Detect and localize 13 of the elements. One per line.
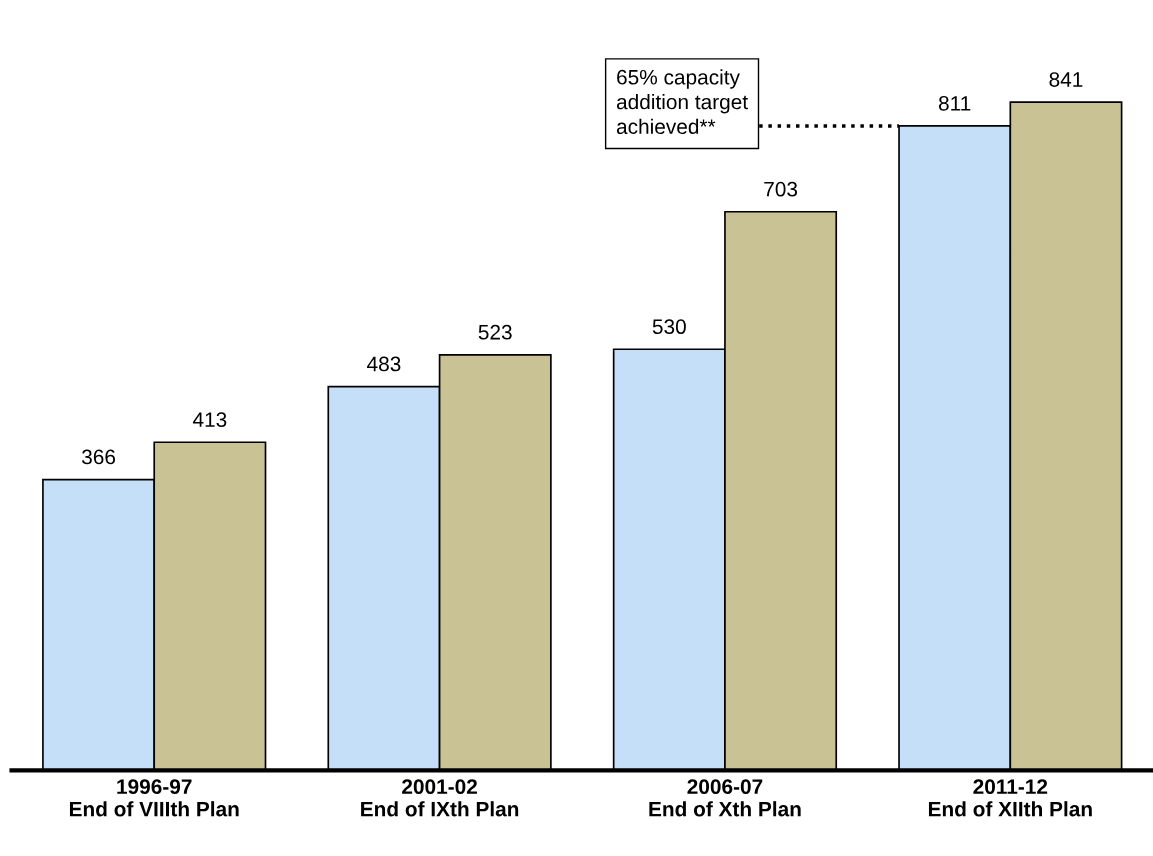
x-tick-label: 2011-12 End of XIIth Plan [928,779,1092,817]
data-label: 366 [81,449,116,465]
data-label: 703 [764,181,798,197]
x-tick-label: 2006-07 End of Xth Plan [649,779,801,817]
data-label: 523 [478,324,512,340]
data-label: 530 [652,319,686,335]
data-label: 811 [938,95,971,111]
x-tick-label: 1996-97 End of VIIIth Plan [69,779,239,817]
ref-line-label: 65% capacity addition target achieved** [616,69,748,135]
data-label: 483 [367,356,401,372]
data-label: 841 [1049,72,1083,87]
x-tick-label: 2001-02 End of IXth Plan [361,779,519,817]
data-label: 413 [192,412,227,427]
